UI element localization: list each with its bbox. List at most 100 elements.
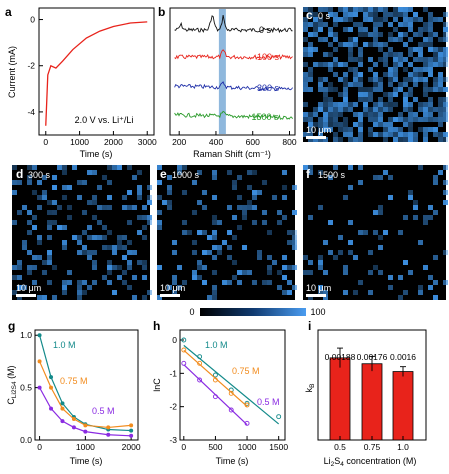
map-c-pixel (323, 52, 328, 57)
map-e-pixel (217, 250, 222, 255)
map-d-pixel (127, 285, 132, 290)
map-c-pixel (323, 62, 328, 67)
map-e-pixel (212, 230, 217, 235)
map-c-pixel (333, 112, 338, 117)
map-c-pixel (373, 82, 378, 87)
panel-g-point (71, 425, 76, 430)
map-c-pixel (318, 27, 323, 32)
panel-h-ytick-label: -2 (169, 402, 177, 412)
map-c-pixel (418, 67, 423, 72)
panel-h-legend-05M: 0.5 M (257, 397, 280, 407)
map-d-pixel (117, 265, 122, 270)
map-f-pixel (428, 205, 433, 210)
map-c-pixel (313, 12, 318, 17)
panel-i-category-label: 1.0 (397, 442, 409, 452)
map-d-pixel (37, 180, 42, 185)
map-c-pixel (383, 127, 388, 132)
map-d-pixel (87, 225, 92, 230)
map-d-pixel (32, 280, 37, 285)
map-c-pixel (393, 92, 398, 97)
map-c-pixel (368, 42, 373, 47)
map-e-pixel (177, 285, 182, 290)
map-d-pixel (147, 220, 152, 225)
map-e-pixel (177, 165, 182, 170)
map-d-pixel (12, 290, 17, 295)
map-c-pixel (373, 42, 378, 47)
panel-g-point (37, 359, 42, 364)
map-d-pixel (32, 255, 37, 260)
map-c-pixel (438, 117, 443, 122)
map-d-pixel (77, 290, 82, 295)
map-c-pixel (313, 62, 318, 67)
map-c-pixel (333, 37, 338, 42)
map-c-pixel (318, 62, 323, 67)
panel-a-ytick-label: -2 (27, 61, 35, 71)
panel-g-point (49, 406, 54, 411)
map-f-pixel (413, 215, 418, 220)
map-c-pixel (333, 17, 338, 22)
map-c-pixel (303, 37, 308, 42)
panel-g-point (37, 385, 42, 390)
map-d-pixel (17, 285, 22, 290)
map-c-pixel (353, 67, 358, 72)
map-c-pixel (343, 62, 348, 67)
map-c-pixel (303, 47, 308, 52)
map-c-pixel (393, 52, 398, 57)
panel-h-point (212, 372, 218, 378)
map-c-pixel (443, 137, 448, 142)
map-d-pixel (32, 215, 37, 220)
colorbar-gradient (200, 308, 306, 316)
map-e-pixel (232, 215, 237, 220)
map-c-pixel (363, 7, 368, 12)
map-d-pixel (57, 225, 62, 230)
map-c-pixel (378, 77, 383, 82)
map-e-pixel (212, 215, 217, 220)
map-e-pixel (172, 250, 177, 255)
map-c-pixel (363, 32, 368, 37)
map-c-pixel (373, 12, 378, 17)
map-c-pixel (433, 62, 438, 67)
map-f-pixel (373, 210, 378, 215)
map-c-pixel (308, 32, 313, 37)
colorbar: 0 100 (189, 307, 325, 317)
map-c-pixel (358, 77, 363, 82)
panel-i-bar (329, 357, 351, 441)
map-c-pixel (358, 112, 363, 117)
map-e-pixel (167, 185, 172, 190)
map-e-pixel (157, 195, 162, 200)
map-c-pixel (443, 52, 448, 57)
map-e-pixel (277, 285, 282, 290)
map-c-pixel (428, 47, 433, 52)
map-c-pixel (303, 72, 308, 77)
map-c-pixel (443, 117, 448, 122)
panel-a-ytick-label: 0 (30, 15, 35, 25)
map-c-pixel (368, 112, 373, 117)
map-f: f 1500 s 10 μm (303, 165, 448, 300)
map-c-pixel (348, 82, 353, 87)
map-c-pixel (318, 87, 323, 92)
map-c-pixel (423, 7, 428, 12)
map-e-pixel (262, 220, 267, 225)
map-c-pixel (373, 107, 378, 112)
map-d-pixel (62, 245, 67, 250)
map-c-pixel (438, 47, 443, 52)
panel-a: a Current (mA) Time (s) 2.0 V vs. Li⁺/Li… (5, 5, 157, 159)
map-c-pixel (403, 122, 408, 127)
map-f-pixel (368, 250, 373, 255)
map-c-pixel (373, 32, 378, 37)
map-d-pixel (17, 265, 22, 270)
map-c-pixel (308, 47, 313, 52)
map-f-pixel (333, 165, 338, 170)
map-c-pixel (303, 17, 308, 22)
map-d-pixel (117, 240, 122, 245)
map-d-pixel (107, 260, 112, 265)
map-f-pixel (348, 165, 353, 170)
map-d-pixel (47, 250, 52, 255)
map-d-pixel (87, 255, 92, 260)
map-d-pixel (37, 240, 42, 245)
map-c-pixel (423, 92, 428, 97)
map-c-pixel (373, 117, 378, 122)
map-d-pixel (42, 295, 47, 300)
map-c-pixel (423, 137, 428, 142)
map-e-pixel (192, 240, 197, 245)
